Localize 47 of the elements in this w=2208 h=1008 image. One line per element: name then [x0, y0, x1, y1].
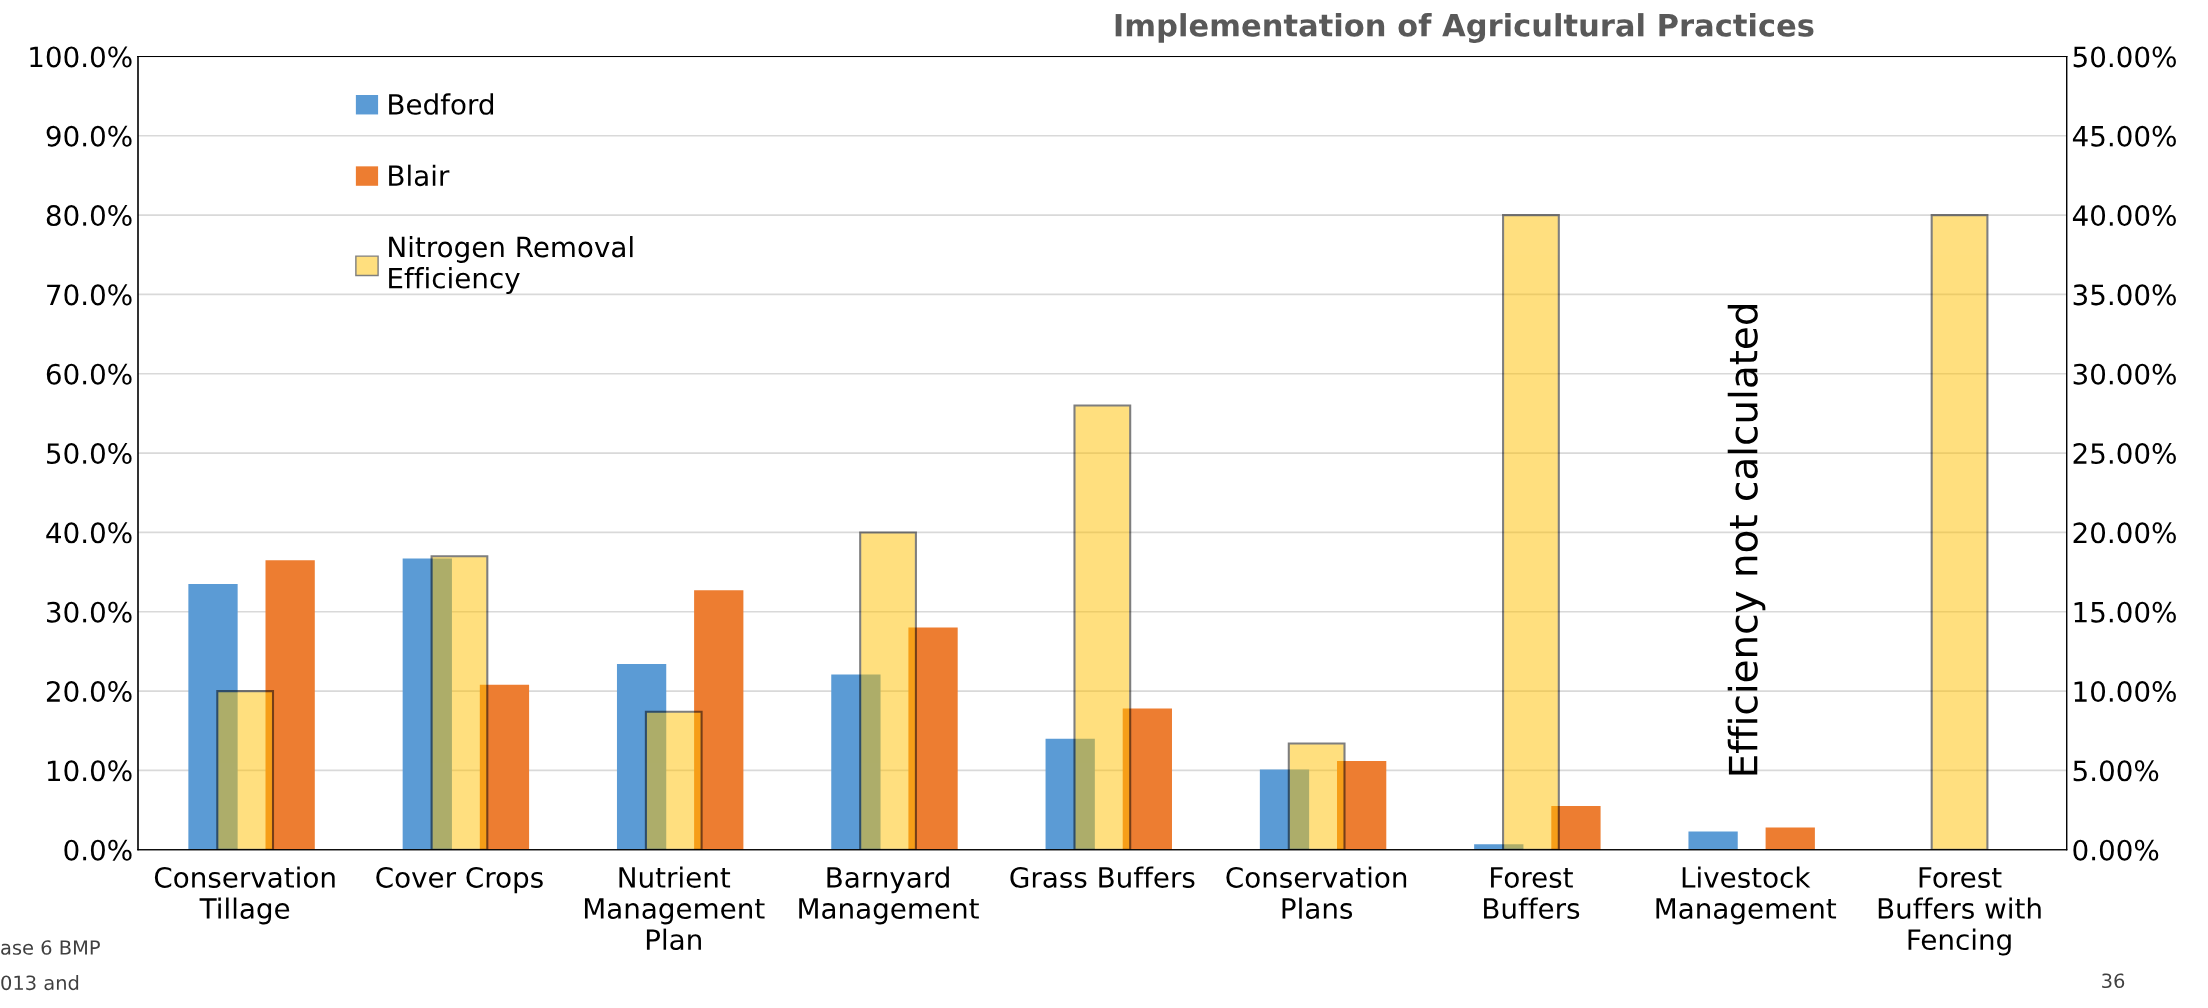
bar: [1502, 214, 1560, 850]
annotation: Efficiency not calculated: [1727, 305, 1766, 775]
text: 36: [2102, 973, 2125, 989]
y2-tick-label: 15.00%: [2074, 601, 2176, 623]
x-tick-label: Forest Buffers: [1484, 867, 1580, 920]
y2-tick-label: 35.00%: [2073, 284, 2176, 306]
legend-label: Bedford: [389, 93, 494, 115]
x-tick-label: Conservation Plans: [1226, 866, 1407, 920]
y-tick-label: 50.0%: [47, 443, 132, 465]
bar: [1045, 738, 1095, 850]
y-tick-label: 20.0%: [46, 681, 132, 703]
y2-tick-label: 10.00%: [2074, 681, 2176, 703]
y-tick-label: 80.0%: [46, 205, 132, 227]
y-tick-label: 70.0%: [47, 284, 132, 306]
y2-tick-label: 45.00%: [2072, 125, 2176, 147]
text: ase 6 BMP: [1, 940, 100, 955]
legend-label: Nitrogen Removal Efficiency: [389, 236, 633, 294]
x-tick-label: Nutrient Management Plan: [584, 866, 765, 951]
chart-title: Implementation of Agricultural Practices: [1115, 13, 1814, 43]
y2-tick-label: 0.00%: [2073, 839, 2159, 861]
y2-tick-label: 20.00%: [2073, 522, 2176, 544]
x-tick-label: Forest Buffers with Fencing: [1878, 867, 2041, 956]
x-tick-label: Barnyard Management: [799, 866, 979, 925]
y-tick-label: 40.0%: [46, 522, 132, 544]
bar: [1930, 214, 1989, 850]
x-tick-label: Cover Crops: [376, 866, 543, 894]
y-tick-label: 30.0%: [47, 601, 132, 623]
y-tick-label: 100.0%: [30, 46, 132, 68]
x-tick-label: Livestock Management: [1656, 866, 1837, 925]
y-tick-label: 60.0%: [46, 363, 132, 385]
x-tick-label: Conservation Tillage: [154, 866, 335, 925]
y2-tick-label: 50.00%: [2073, 46, 2176, 68]
y2-tick-label: 40.00%: [2072, 205, 2176, 227]
y2-tick-label: 30.00%: [2073, 363, 2176, 385]
y2-tick-label: 25.00%: [2073, 443, 2176, 465]
legend-label: Blair: [389, 164, 450, 187]
text: 013 and: [1, 975, 79, 991]
x-tick-label: Grass Buffers: [1010, 866, 1195, 888]
y-tick-label: 10.0%: [47, 760, 132, 782]
bar: [1073, 404, 1132, 850]
y2-tick-label: 5.00%: [2073, 760, 2159, 782]
bar: [1765, 827, 1815, 850]
bar: [1551, 806, 1601, 850]
bar: [1688, 831, 1738, 850]
bar: [1122, 708, 1172, 850]
y-tick-label: 0.0%: [64, 839, 132, 861]
y-tick-label: 90.0%: [46, 125, 132, 147]
